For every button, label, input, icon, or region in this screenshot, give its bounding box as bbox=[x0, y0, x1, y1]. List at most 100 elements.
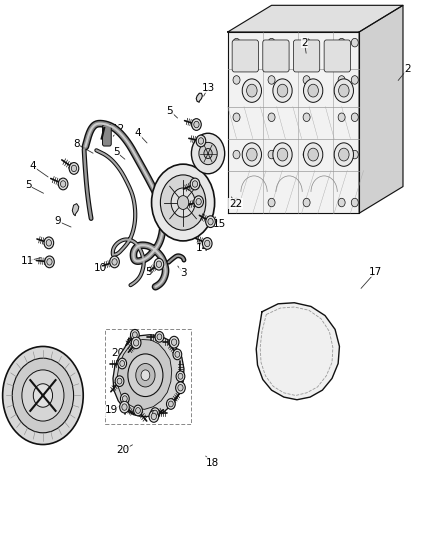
Circle shape bbox=[351, 198, 358, 207]
Circle shape bbox=[351, 38, 358, 47]
Circle shape bbox=[196, 198, 201, 205]
Circle shape bbox=[247, 148, 257, 161]
Circle shape bbox=[166, 399, 175, 409]
Text: 10: 10 bbox=[94, 263, 107, 272]
Circle shape bbox=[304, 143, 323, 166]
Circle shape bbox=[303, 113, 310, 122]
Text: 17: 17 bbox=[369, 267, 382, 277]
Circle shape bbox=[175, 351, 180, 357]
Circle shape bbox=[171, 339, 177, 345]
Text: 2: 2 bbox=[301, 38, 308, 47]
Circle shape bbox=[334, 79, 353, 102]
Circle shape bbox=[233, 38, 240, 47]
Circle shape bbox=[131, 337, 141, 349]
Circle shape bbox=[169, 336, 179, 348]
Circle shape bbox=[149, 410, 159, 422]
Text: 7: 7 bbox=[166, 192, 173, 202]
Circle shape bbox=[196, 135, 206, 147]
Circle shape bbox=[115, 376, 124, 386]
Circle shape bbox=[151, 413, 156, 419]
Circle shape bbox=[169, 401, 173, 407]
Circle shape bbox=[71, 165, 77, 172]
Circle shape bbox=[233, 198, 240, 207]
Circle shape bbox=[338, 76, 345, 84]
Circle shape bbox=[160, 175, 206, 230]
FancyBboxPatch shape bbox=[232, 40, 258, 72]
Circle shape bbox=[141, 370, 150, 381]
Circle shape bbox=[334, 143, 353, 166]
Circle shape bbox=[131, 329, 139, 340]
Circle shape bbox=[156, 261, 162, 268]
Circle shape bbox=[303, 198, 310, 207]
Circle shape bbox=[69, 163, 79, 174]
Text: 19: 19 bbox=[105, 406, 118, 415]
Circle shape bbox=[202, 238, 212, 249]
Circle shape bbox=[134, 340, 139, 346]
Text: 20: 20 bbox=[116, 446, 129, 455]
Circle shape bbox=[178, 373, 183, 379]
Circle shape bbox=[176, 371, 185, 382]
Circle shape bbox=[268, 76, 275, 84]
Circle shape bbox=[122, 404, 127, 410]
Circle shape bbox=[117, 378, 122, 384]
Circle shape bbox=[152, 164, 215, 241]
Circle shape bbox=[208, 219, 213, 225]
Circle shape bbox=[58, 178, 68, 190]
Circle shape bbox=[136, 408, 141, 414]
Circle shape bbox=[191, 133, 225, 174]
Text: 15: 15 bbox=[212, 219, 226, 229]
Text: 5: 5 bbox=[166, 106, 173, 116]
Circle shape bbox=[199, 142, 217, 165]
FancyBboxPatch shape bbox=[102, 125, 111, 146]
Text: 11: 11 bbox=[21, 256, 34, 266]
Circle shape bbox=[22, 370, 64, 421]
Circle shape bbox=[120, 401, 129, 413]
Circle shape bbox=[155, 332, 164, 342]
Circle shape bbox=[277, 84, 288, 97]
Circle shape bbox=[3, 346, 83, 445]
Circle shape bbox=[303, 150, 310, 159]
Circle shape bbox=[194, 122, 199, 128]
Text: 5: 5 bbox=[113, 147, 120, 157]
Circle shape bbox=[178, 384, 183, 391]
Circle shape bbox=[338, 38, 345, 47]
Circle shape bbox=[177, 196, 189, 209]
Circle shape bbox=[233, 76, 240, 84]
Text: 6: 6 bbox=[171, 172, 178, 182]
Circle shape bbox=[277, 148, 288, 161]
Circle shape bbox=[308, 84, 318, 97]
Polygon shape bbox=[228, 5, 403, 32]
Circle shape bbox=[192, 181, 198, 187]
Circle shape bbox=[47, 259, 52, 265]
Text: 13: 13 bbox=[201, 83, 215, 93]
Circle shape bbox=[338, 198, 345, 207]
Polygon shape bbox=[228, 32, 359, 213]
Circle shape bbox=[46, 240, 52, 246]
Circle shape bbox=[268, 150, 275, 159]
FancyBboxPatch shape bbox=[293, 40, 320, 72]
Text: 4: 4 bbox=[134, 128, 141, 138]
Circle shape bbox=[273, 79, 292, 102]
Circle shape bbox=[268, 113, 275, 122]
Text: 4: 4 bbox=[29, 161, 36, 171]
Circle shape bbox=[128, 354, 163, 397]
Circle shape bbox=[268, 198, 275, 207]
Text: 9: 9 bbox=[54, 216, 61, 226]
Circle shape bbox=[118, 358, 127, 369]
Polygon shape bbox=[256, 303, 339, 400]
Circle shape bbox=[339, 84, 349, 97]
Circle shape bbox=[33, 384, 53, 407]
Text: 22: 22 bbox=[229, 199, 242, 208]
Text: 5: 5 bbox=[25, 181, 32, 190]
Text: 8: 8 bbox=[73, 139, 80, 149]
Circle shape bbox=[204, 149, 212, 159]
Text: 16: 16 bbox=[21, 408, 34, 418]
Polygon shape bbox=[359, 5, 403, 213]
FancyBboxPatch shape bbox=[324, 40, 350, 72]
Circle shape bbox=[205, 240, 210, 247]
Circle shape bbox=[304, 79, 323, 102]
Circle shape bbox=[351, 113, 358, 122]
Circle shape bbox=[198, 138, 204, 144]
Circle shape bbox=[154, 259, 164, 270]
Circle shape bbox=[206, 216, 215, 228]
